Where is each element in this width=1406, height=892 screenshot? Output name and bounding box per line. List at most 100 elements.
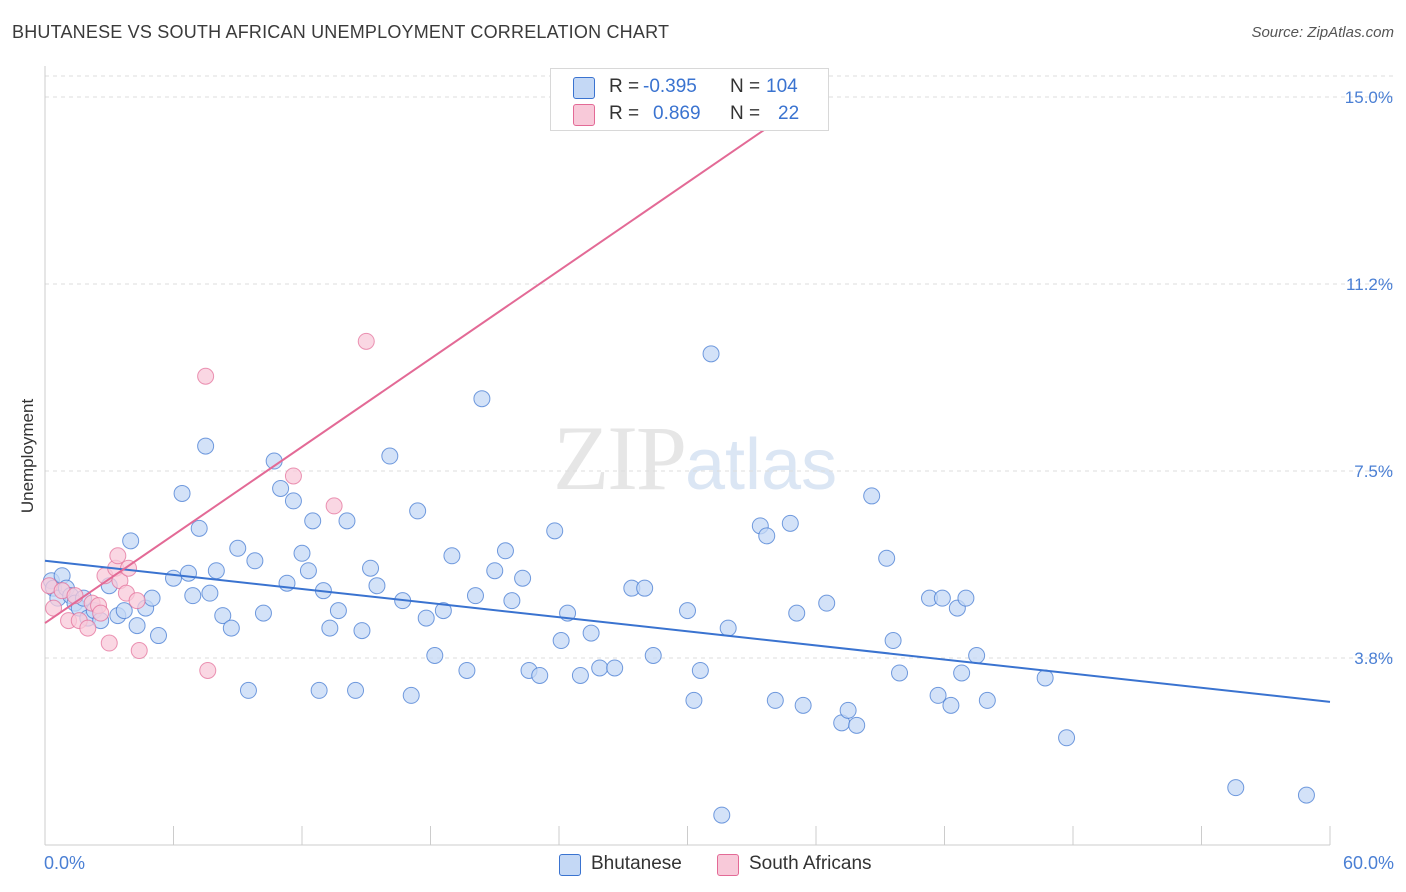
bhutanese-point [486,562,504,580]
bhutanese-point [794,696,812,714]
bhutanese-point [434,602,452,620]
south-african-point [199,661,217,679]
bhutanese-point [128,617,146,635]
bhutanese-point [299,562,317,580]
bhutanese-point [304,512,322,530]
y-tick-label: 3.8% [1354,649,1393,668]
bhutanese-point [207,562,225,580]
bhutanese-point [636,579,654,597]
bhutanese-point [582,624,600,642]
bhutanese-point [978,691,996,709]
legend-row-south-africans: R = 0.869 N = 22 [573,103,813,127]
bhutanese-point [839,701,857,719]
bhutanese-point [957,589,975,607]
y-tick-label: 15.0% [1345,88,1393,107]
bhutanese-point [239,681,257,699]
legend-row-bhutanese: R = -0.395 N = 104 [573,76,813,100]
bhutanese-point [197,437,215,455]
bhutanese-point [214,607,232,625]
bhutanese-point [929,686,947,704]
south-african-point [79,619,97,637]
bottom-legend-swatch-blue [559,854,581,876]
bhutanese-point [968,647,986,665]
bhutanese-point [310,681,328,699]
south-african-point [130,642,148,660]
bottom-legend-label: South Africans [749,853,872,874]
bhutanese-point [1036,669,1054,687]
legend-swatch-blue [573,77,595,99]
bhutanese-point [473,390,491,408]
bottom-legend-south-africans: South Africans [717,853,897,877]
y-tick-label: 7.5% [1354,462,1393,481]
bhutanese-point [381,447,399,465]
legend-r-label: R = [609,76,640,97]
correlation-legend: R = -0.395 N = 104 R = 0.869 N = 22 [550,68,829,131]
south-african-trendline [44,86,828,624]
south-african-point [357,332,375,350]
bhutanese-point [321,619,339,637]
x-axis-min-label: 0.0% [44,853,86,873]
south-african-point [66,587,84,605]
bhutanese-trendline [44,559,1331,703]
bhutanese-point [122,532,140,550]
bhutanese-point [606,659,624,677]
bhutanese-point [143,589,161,607]
bhutanese-point [1297,786,1315,804]
x-axis-max-label: 60.0% [1342,853,1394,873]
bottom-legend-swatch-pink [717,854,739,876]
bhutanese-point [1058,729,1076,747]
chart-title: BHUTANESE VS SOUTH AFRICAN UNEMPLOYMENT … [12,22,670,42]
bhutanese-point [173,484,191,502]
bhutanese-point [458,661,476,679]
south-african-point [284,467,302,485]
bhutanese-point [272,479,290,497]
bhutanese-point [284,492,302,510]
bhutanese-point [713,806,731,824]
bhutanese-point [818,594,836,612]
south-african-point [100,634,118,652]
bhutanese-point [531,666,549,684]
bhutanese-point [165,569,182,587]
bhutanese-point [293,544,311,562]
y-tick-label: 11.2% [1346,275,1393,294]
bhutanese-point [201,584,219,602]
bhutanese-point [150,627,168,645]
south-african-point [109,547,127,565]
legend-n-label: N = [730,76,761,97]
south-african-point [325,497,343,515]
bhutanese-point [571,666,589,684]
bhutanese-point [691,661,709,679]
bhutanese-point [878,549,896,567]
bhutanese-point [222,619,240,637]
bhutanese-point [184,587,202,605]
south-african-point [197,367,215,385]
bhutanese-point [781,514,799,532]
bhutanese-point [496,542,514,560]
bhutanese-point [246,552,264,570]
bhutanese-point [353,622,371,640]
bhutanese-point [338,512,356,530]
legend-r-value: 0.869 [653,103,701,124]
bhutanese-point [884,632,902,650]
bhutanese-point [552,632,570,650]
bhutanese-point [766,691,784,709]
bhutanese-point [179,564,197,582]
bhutanese-point [891,664,909,682]
legend-swatch-pink [573,104,595,126]
bhutanese-point [443,547,461,565]
bhutanese-point [229,539,247,557]
bhutanese-point [863,487,881,505]
bhutanese-point [679,602,696,620]
bhutanese-point [347,681,365,699]
bhutanese-point [503,592,521,610]
bhutanese-point [719,619,737,637]
south-african-point [92,604,110,622]
bhutanese-point [953,664,971,682]
bhutanese-point [702,345,720,363]
watermark-atlas: atlas [685,425,838,505]
bhutanese-point [758,527,776,545]
bhutanese-point [685,691,703,709]
legend-n-value: 104 [766,76,798,97]
south-african-point [128,592,146,610]
